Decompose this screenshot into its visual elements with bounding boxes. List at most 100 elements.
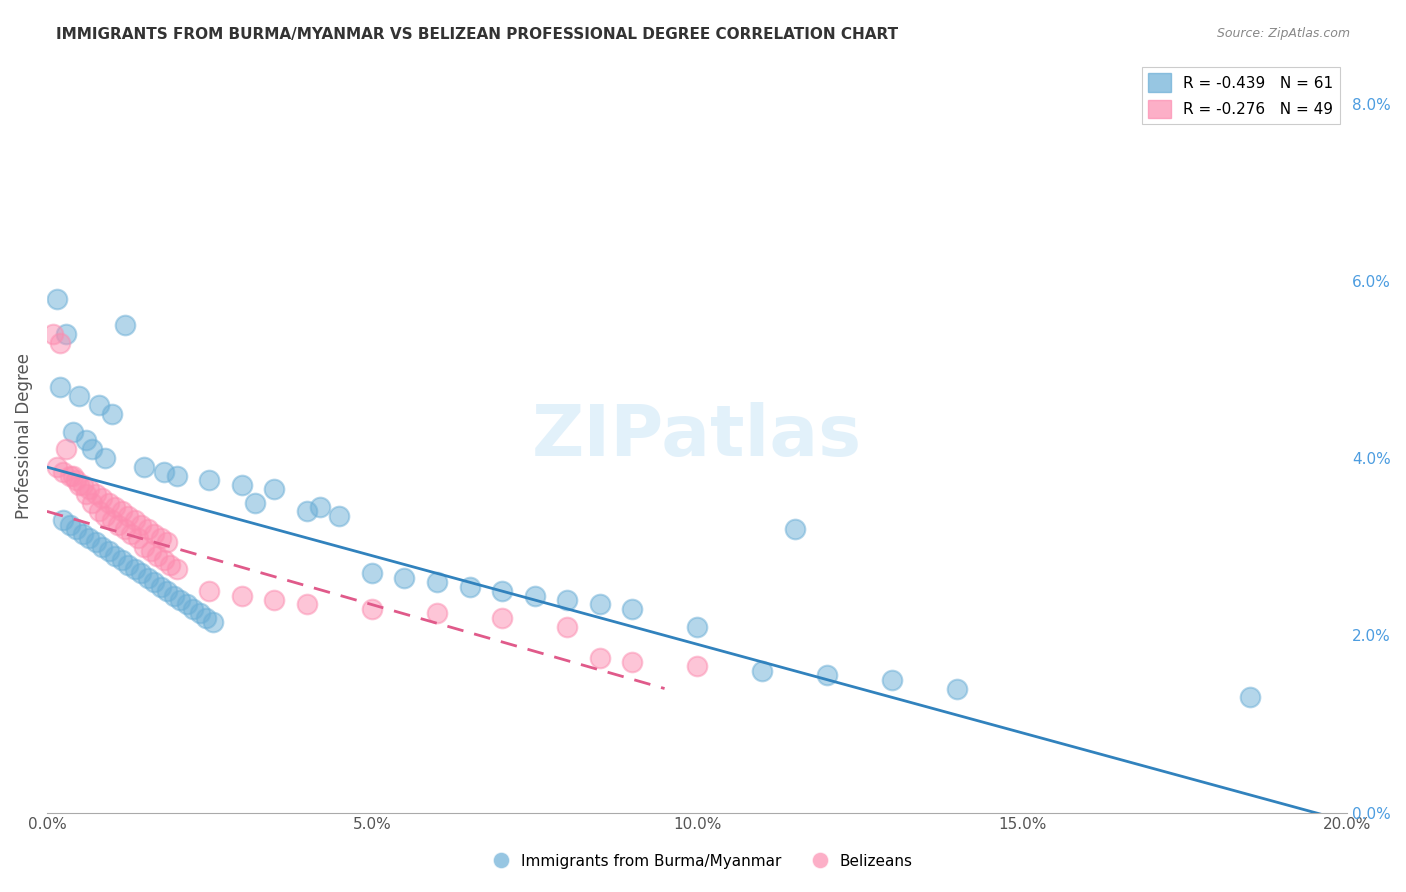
Point <box>55 327 77 342</box>
Point <box>328 508 350 523</box>
Point <box>87 504 110 518</box>
Point <box>134 460 156 475</box>
Point <box>124 513 146 527</box>
Point <box>426 606 449 620</box>
Point <box>1239 690 1261 705</box>
Text: Source: ZipAtlas.com: Source: ZipAtlas.com <box>1216 27 1350 40</box>
Point <box>91 540 114 554</box>
Point <box>751 664 773 678</box>
Point <box>783 522 806 536</box>
Point <box>87 398 110 412</box>
Point <box>491 610 513 624</box>
Point <box>198 584 221 599</box>
Point <box>111 553 134 567</box>
Point <box>149 531 172 545</box>
Point <box>176 598 198 612</box>
Point <box>149 580 172 594</box>
Point <box>169 593 191 607</box>
Text: IMMIGRANTS FROM BURMA/MYANMAR VS BELIZEAN PROFESSIONAL DEGREE CORRELATION CHART: IMMIGRANTS FROM BURMA/MYANMAR VS BELIZEA… <box>56 27 898 42</box>
Point <box>263 593 285 607</box>
Point <box>188 606 211 620</box>
Point <box>136 571 159 585</box>
Point <box>97 544 120 558</box>
Point <box>62 425 84 439</box>
Point <box>65 474 87 488</box>
Point <box>55 442 77 457</box>
Point <box>198 474 221 488</box>
Point <box>555 593 578 607</box>
Point <box>107 517 129 532</box>
Point <box>163 589 186 603</box>
Point <box>84 535 107 549</box>
Point <box>82 442 104 457</box>
Point <box>91 491 114 505</box>
Point <box>75 434 97 448</box>
Point <box>84 486 107 500</box>
Y-axis label: Professional Degree: Professional Degree <box>15 353 32 519</box>
Point <box>458 580 481 594</box>
Point <box>77 482 100 496</box>
Point <box>309 500 332 514</box>
Point <box>117 508 139 523</box>
Point <box>361 602 384 616</box>
Point <box>94 451 117 466</box>
Point <box>72 477 94 491</box>
Point <box>62 469 84 483</box>
Point <box>114 318 136 333</box>
Point <box>153 465 176 479</box>
Point <box>134 540 156 554</box>
Point <box>621 655 644 669</box>
Point <box>101 407 124 421</box>
Point <box>156 535 179 549</box>
Point <box>104 549 127 563</box>
Point <box>231 477 253 491</box>
Point <box>815 668 838 682</box>
Point <box>166 469 188 483</box>
Point <box>166 562 188 576</box>
Point <box>65 522 87 536</box>
Point <box>588 650 610 665</box>
Point <box>49 380 72 394</box>
Point <box>139 544 162 558</box>
Legend: R = -0.439   N = 61, R = -0.276   N = 49: R = -0.439 N = 61, R = -0.276 N = 49 <box>1142 67 1340 124</box>
Point <box>555 619 578 633</box>
Point <box>686 659 709 673</box>
Point <box>231 589 253 603</box>
Point <box>72 526 94 541</box>
Point <box>263 482 285 496</box>
Point <box>77 531 100 545</box>
Point <box>52 465 75 479</box>
Point <box>124 562 146 576</box>
Point <box>143 526 166 541</box>
Point <box>42 327 65 342</box>
Point <box>97 495 120 509</box>
Point <box>67 477 90 491</box>
Point <box>243 495 266 509</box>
Point <box>195 610 218 624</box>
Point <box>127 531 149 545</box>
Point <box>117 558 139 572</box>
Point <box>52 513 75 527</box>
Point <box>67 389 90 403</box>
Point <box>295 598 318 612</box>
Point <box>143 575 166 590</box>
Point <box>114 522 136 536</box>
Point <box>491 584 513 599</box>
Point <box>120 526 142 541</box>
Point <box>181 602 204 616</box>
Point <box>295 504 318 518</box>
Point <box>129 517 152 532</box>
Point <box>45 460 67 475</box>
Point <box>45 292 67 306</box>
Point <box>59 517 82 532</box>
Point <box>75 486 97 500</box>
Point <box>136 522 159 536</box>
Point <box>156 584 179 599</box>
Point <box>882 673 904 687</box>
Point <box>146 549 169 563</box>
Point <box>946 681 969 696</box>
Point <box>201 615 224 629</box>
Point <box>426 575 449 590</box>
Point <box>523 589 546 603</box>
Point <box>129 566 152 581</box>
